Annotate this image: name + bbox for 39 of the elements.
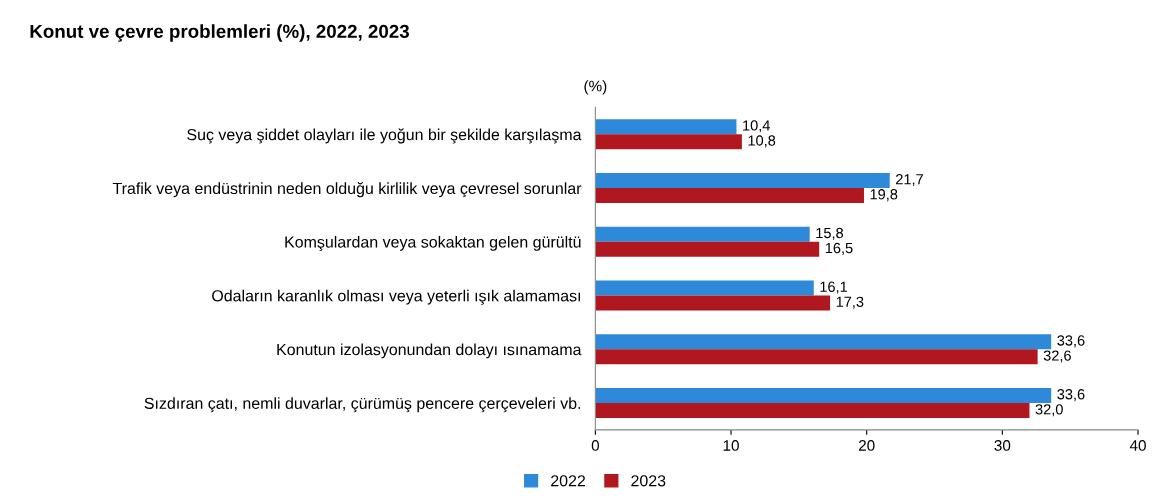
bar (595, 241, 820, 257)
bar (595, 334, 1052, 350)
y-tick-label: Suç veya şiddet olayları ile yoğun bir şekilde karşılaşma (187, 128, 582, 144)
data-label: 10,4 (743, 120, 770, 133)
bar (595, 387, 1052, 404)
x-tick-label: 20 (858, 440, 875, 451)
x-tick-label: 40 (1129, 440, 1146, 451)
data-label: 32,0 (1035, 404, 1063, 417)
x-tick-label: 0 (591, 440, 600, 451)
data-label: 33,6 (1057, 335, 1085, 348)
x-tick-label: 30 (994, 440, 1011, 451)
y-tick-label: Konutun izolasyonundan dolayı ısınamama (277, 343, 582, 359)
y-tick-label: Sızdıran çatı, nemli duvarlar, çürümüş pencere çerçeveleri vb. (144, 397, 581, 413)
bar (595, 226, 810, 242)
bar (595, 119, 737, 135)
legend-label: 2022 (551, 475, 585, 487)
data-label: 17,3 (836, 296, 864, 309)
bar (595, 187, 864, 204)
bar (595, 172, 890, 188)
text: Konut ve çevre problemleri (%), 2022, 2023 (30, 24, 409, 42)
data-label: 16,1 (820, 281, 848, 294)
bar (595, 295, 831, 311)
data-label: 21,7 (896, 174, 923, 187)
y-tick-label: Trafik veya endüstrinin neden olduğu kirlilik veya çevresel sorunlar (112, 182, 582, 198)
bar (595, 280, 814, 296)
bar (595, 349, 1038, 365)
data-label: 16,5 (825, 242, 853, 255)
data-label: 32,6 (1043, 350, 1071, 363)
y-tick-label: Odaların karanlık olması veya yeterli ışık alamaması (212, 289, 580, 305)
data-label: 15,8 (816, 227, 844, 240)
data-label: 33,6 (1057, 389, 1085, 402)
x-tick-label: 10 (723, 440, 739, 451)
data-label: 10,8 (748, 135, 776, 148)
data-label: 19,8 (870, 189, 898, 202)
y-tick-label: Komşulardan veya sokaktan gelen gürültü (285, 235, 581, 251)
bar (595, 403, 1030, 419)
text: (%) (584, 80, 607, 95)
bar (595, 134, 742, 150)
legend-label: 2023 (631, 475, 666, 487)
